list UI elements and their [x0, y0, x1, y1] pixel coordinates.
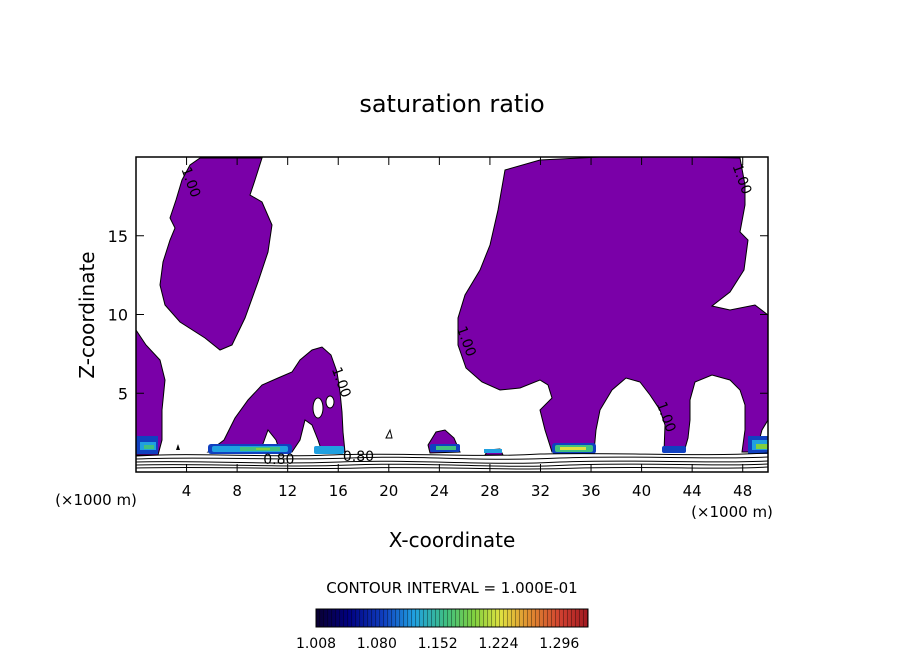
colorbar-tick-label: 1.296	[539, 636, 579, 652]
x-tick-label: 40	[632, 482, 651, 500]
colorbar-tick-label: 1.152	[418, 636, 458, 652]
y-axis-label: Z-coordinate	[75, 251, 99, 378]
x-tick-label: 12	[278, 482, 297, 500]
x-axis-ticks: 4 8 12 16 20 24 28 32 36 40 44 48	[182, 157, 752, 500]
y-tick-label: 15	[108, 227, 128, 246]
x-tick-label: 24	[430, 482, 449, 500]
colorbar-tick-labels: 1.008 1.080 1.152 1.224 1.296	[296, 636, 579, 652]
saturated-region-low-left	[206, 346, 346, 453]
y-tick-label: 5	[118, 384, 128, 403]
blip-1	[176, 444, 180, 450]
contour-label: 0.80	[263, 452, 294, 468]
y-tick-label: 10	[108, 306, 128, 325]
x-tick-label: 20	[379, 482, 398, 500]
x-tick-label: 4	[182, 482, 192, 500]
y-axis-ticks: 5 10 15	[108, 227, 768, 403]
colorbar-tick-label: 1.080	[357, 636, 397, 652]
contour-label: 0.80	[343, 449, 374, 465]
x-tick-label: 36	[581, 482, 600, 500]
saturation-fill-layer	[136, 157, 768, 470]
colorbar-tick-label: 1.008	[296, 636, 336, 652]
chart-title: saturation ratio	[359, 90, 544, 118]
supersaturation-blobs	[136, 436, 768, 454]
blip-2	[385, 428, 393, 439]
x-axis-label: X-coordinate	[389, 528, 516, 552]
surface-contours	[136, 452, 768, 470]
saturated-region-large-right	[457, 157, 768, 453]
colorbar-tick-label: 1.224	[478, 636, 518, 652]
x-unit-label-left: (×1000 m)	[55, 491, 137, 509]
saturated-region-upper-left	[159, 157, 273, 351]
x-tick-label: 44	[683, 482, 702, 500]
saturated-region-left-edge	[136, 329, 166, 456]
unsaturated-hole-1	[312, 397, 324, 419]
x-tick-label: 48	[733, 482, 752, 500]
x-tick-label: 16	[329, 482, 348, 500]
x-unit-label-right: (×1000 m)	[691, 503, 773, 521]
x-tick-label: 8	[232, 482, 242, 500]
unsaturated-hole-2	[325, 395, 335, 409]
x-tick-label: 32	[531, 482, 550, 500]
x-tick-label: 28	[480, 482, 499, 500]
colorbar-frame	[315, 608, 589, 628]
contour-interval-text: CONTOUR INTERVAL = 1.000E-01	[326, 579, 577, 597]
